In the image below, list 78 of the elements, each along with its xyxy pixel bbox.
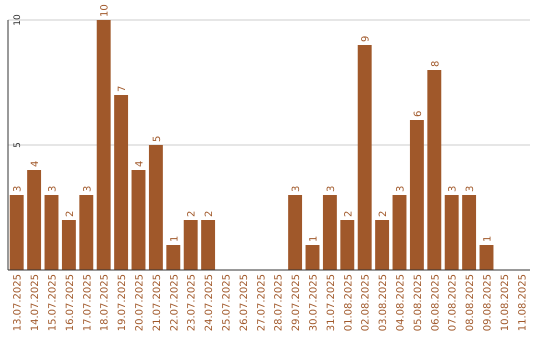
x-tick-label: 14.07.2025 (30, 274, 42, 332)
data-label: 1 (308, 236, 320, 242)
data-label: 6 (412, 110, 424, 117)
data-label: 2 (378, 210, 390, 217)
bar (288, 195, 302, 270)
x-tick-label: 09.08.2025 (482, 274, 494, 332)
x-tick-label: 25.07.2025 (222, 274, 232, 332)
bar (27, 170, 42, 270)
data-label: 8 (430, 60, 442, 67)
bar (148, 145, 163, 270)
x-tick-label: 23.07.2025 (186, 274, 198, 332)
bar (306, 245, 320, 270)
x-tick-label: 10.08.2025 (500, 274, 511, 332)
bar (201, 220, 216, 270)
x-tick-label: 18.07.2025 (100, 274, 111, 332)
x-tick-label: 30.07.2025 (308, 274, 320, 332)
x-tick-label: 11.08.2025 (517, 274, 528, 332)
data-label: 2 (204, 210, 216, 217)
bar (480, 245, 494, 270)
data-label: 4 (134, 160, 146, 167)
bar (184, 220, 198, 270)
x-tick-label: 15.07.2025 (48, 274, 58, 332)
x-tick-label: 03.08.2025 (378, 274, 390, 332)
data-label: 3 (48, 186, 58, 192)
data-label: 1 (169, 236, 180, 242)
bar (462, 195, 476, 270)
data-label: 3 (396, 186, 406, 192)
x-tick-label: 27.07.2025 (256, 274, 268, 332)
x-tick-label: 31.07.2025 (326, 274, 337, 332)
x-tick-label: 29.07.2025 (291, 274, 302, 332)
data-label: 5 (152, 136, 163, 142)
bar (444, 195, 459, 270)
data-label: 1 (482, 236, 494, 242)
x-tick-label: 24.07.2025 (204, 274, 216, 332)
data-label: 2 (343, 210, 354, 217)
bar (392, 195, 406, 270)
x-tick-label: 20.07.2025 (134, 274, 146, 332)
bar (340, 220, 354, 270)
x-tick-label: 19.07.2025 (117, 274, 128, 332)
bar (410, 120, 424, 270)
bar (166, 245, 180, 270)
x-tick-label: 28.07.2025 (274, 274, 285, 332)
data-label: 3 (82, 186, 94, 192)
bar (96, 20, 111, 270)
bar (79, 195, 94, 270)
x-tick-label: 26.07.2025 (238, 274, 250, 332)
bar (358, 45, 372, 270)
data-label: 3 (465, 186, 476, 192)
bar (62, 220, 76, 270)
data-label: 10 (100, 4, 111, 17)
x-tick-label: 21.07.2025 (152, 274, 163, 332)
bar (375, 220, 390, 270)
bar (132, 170, 146, 270)
bar (10, 195, 24, 270)
x-tick-label: 02.08.2025 (360, 274, 372, 332)
x-tick-label: 16.07.2025 (64, 274, 76, 332)
x-tick-label: 05.08.2025 (412, 274, 424, 332)
data-label: 3 (291, 186, 302, 192)
x-tick-label: 17.07.2025 (82, 274, 94, 332)
data-label: 7 (117, 86, 128, 92)
bar (427, 70, 442, 270)
data-label: 4 (30, 160, 42, 167)
x-tick-label: 22.07.2025 (169, 274, 180, 332)
x-tick-label: 04.08.2025 (396, 274, 406, 332)
x-tick-label: 01.08.2025 (343, 274, 354, 332)
data-label: 2 (64, 210, 76, 217)
x-tick-label: 08.08.2025 (465, 274, 476, 332)
data-label: 2 (186, 210, 198, 217)
data-label: 3 (448, 186, 459, 192)
x-tick-label: 07.08.2025 (448, 274, 459, 332)
bar (114, 95, 128, 270)
data-label: 3 (326, 186, 337, 192)
bar (44, 195, 58, 270)
x-tick-label: 06.08.2025 (430, 274, 442, 332)
data-label: 3 (12, 186, 24, 192)
x-tick-label: 13.07.2025 (12, 274, 24, 332)
bar (322, 195, 337, 270)
data-label: 9 (360, 36, 372, 42)
